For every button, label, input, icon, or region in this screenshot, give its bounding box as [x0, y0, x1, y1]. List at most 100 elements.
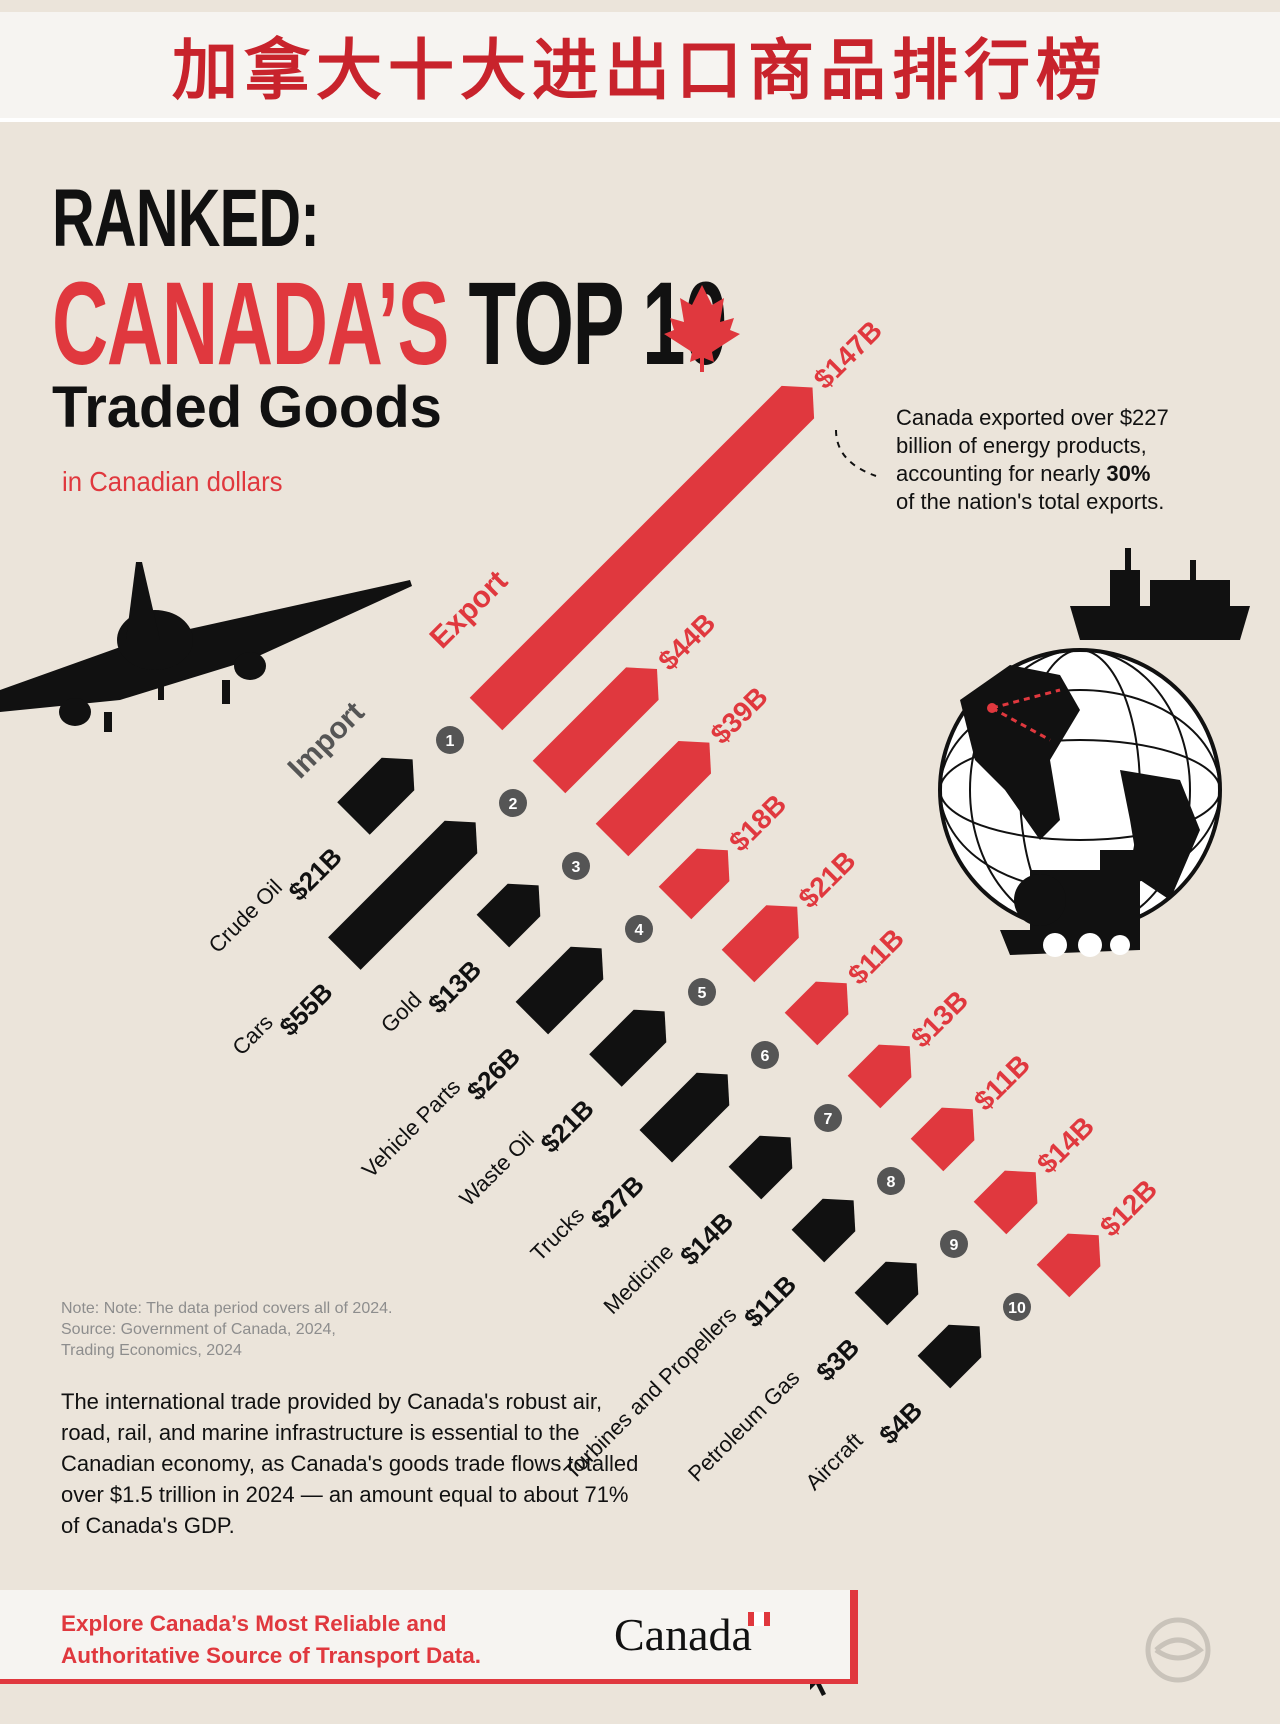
airplane-icon [0, 562, 412, 732]
export-value-label: $13B [905, 984, 974, 1053]
note-line3: Trading Economics, 2024 [61, 1342, 242, 1359]
export-bar [910, 1107, 975, 1172]
category-label: Gold [376, 987, 427, 1038]
category-label: Medicine [598, 1239, 678, 1319]
import-value-label: $55B [273, 977, 338, 1042]
rank-badge [436, 726, 464, 754]
energy-note: Canada exported over $227 billion of ene… [896, 404, 1226, 516]
heading-traded-goods: Traded Goods [52, 375, 442, 440]
import-bar [515, 946, 604, 1035]
export-value-label: $44B [652, 607, 721, 676]
import-value-label: $21B [535, 1094, 600, 1159]
energy-note-line3a: accounting for nearly [896, 461, 1107, 486]
rank-badge [688, 978, 716, 1006]
import-value-label: $13B [422, 954, 487, 1019]
export-value-label: $14B [1031, 1110, 1100, 1179]
import-bar [917, 1324, 982, 1389]
export-value-label: $18B [723, 788, 792, 857]
export-bar [469, 385, 815, 731]
cta-text[interactable]: Explore Canada’s Most Reliable and Autho… [61, 1611, 482, 1668]
import-bar [337, 757, 415, 835]
note-line1: Note: Note: The data period covers all o… [61, 1300, 393, 1317]
import-value-label: $27B [585, 1169, 650, 1234]
train-icon [1000, 850, 1140, 957]
banner: 加拿大十大进出口商品排行榜 [0, 12, 1280, 122]
category-label: Aircraft [800, 1428, 867, 1495]
export-bar [973, 1170, 1038, 1235]
import-value-label: $4B [873, 1395, 928, 1450]
rank-badge [499, 789, 527, 817]
rank-badge [1003, 1293, 1031, 1321]
rank-badge [625, 915, 653, 943]
cargo-ship-icon [1070, 548, 1250, 640]
heading-canadas: CANADA’S [52, 258, 450, 390]
rank-number: 6 [761, 1048, 770, 1065]
rank-number: 5 [698, 985, 707, 1002]
import-value-label: $3B [810, 1332, 865, 1387]
category-label: Petroleum Gas [683, 1365, 804, 1486]
rank-badge [877, 1167, 905, 1195]
energy-note-line1: Canada exported over $227 [896, 405, 1169, 430]
banner-title: 加拿大十大进出口商品排行榜 [172, 32, 1108, 109]
export-value-label: $147B [808, 315, 888, 395]
energy-note-line2: billion of energy products, [896, 433, 1147, 458]
import-bar [854, 1261, 919, 1326]
canada-wordmark: Canada [614, 1609, 752, 1660]
import-value-label: $11B [738, 1269, 802, 1333]
rank-badge [562, 852, 590, 880]
export-value-label: $12B [1094, 1173, 1163, 1242]
energy-note-line4: of the nation's total exports. [896, 489, 1165, 514]
export-value-label: $39B [705, 681, 774, 750]
watermark-logo-icon [1145, 1617, 1211, 1683]
rank-number: 3 [572, 859, 581, 876]
energy-note-percent: 30% [1106, 461, 1151, 486]
canada-flag-icon [748, 1612, 770, 1626]
import-bar [589, 1009, 667, 1087]
currency-subtitle: in Canadian dollars [62, 466, 283, 497]
import-bar [476, 883, 541, 948]
export-bar [721, 905, 799, 983]
category-label: Trucks [525, 1202, 589, 1266]
export-value-label: $11B [968, 1048, 1036, 1116]
rank-number: 9 [950, 1237, 959, 1254]
export-value-label: $21B [792, 845, 861, 914]
rank-number: 2 [509, 796, 518, 813]
rank-number: 8 [887, 1174, 896, 1191]
note-line2: Source: Government of Canada, 2024, [61, 1321, 336, 1338]
category-label: Crude Oil [204, 874, 287, 957]
export-bar [847, 1044, 912, 1109]
export-bar [1036, 1233, 1101, 1298]
callout-line [835, 429, 877, 477]
rank-badge [940, 1230, 968, 1258]
ranked-heading: RANKED: [52, 173, 320, 264]
import-bar [639, 1072, 730, 1163]
category-label: Cars [227, 1010, 278, 1061]
source-note: Note: Note: The data period covers all o… [61, 1298, 481, 1361]
export-bar [532, 667, 659, 794]
rank-number: 4 [635, 922, 644, 939]
cta-banner[interactable]: Explore Canada’s Most Reliable and Autho… [0, 1590, 858, 1684]
rank-number: 10 [1008, 1300, 1026, 1317]
category-label: Waste Oil [455, 1126, 540, 1211]
import-value-label: $21B [283, 842, 348, 907]
export-value-label: $11B [842, 922, 910, 990]
rank-number: 1 [446, 733, 455, 750]
rank-number: 7 [824, 1111, 833, 1128]
import-bar [791, 1198, 856, 1263]
import-value-label: $26B [461, 1041, 526, 1106]
export-legend-label: Export [424, 564, 515, 655]
export-bar [658, 848, 730, 920]
export-bar [784, 981, 849, 1046]
rank-badge [751, 1041, 779, 1069]
import-bar [328, 820, 478, 970]
maple-leaf-icon [664, 285, 740, 372]
body-paragraph: The international trade provided by Cana… [61, 1389, 639, 1538]
rank-badge [814, 1104, 842, 1132]
category-label: Vehicle Parts [357, 1074, 465, 1182]
import-legend-label: Import [282, 696, 371, 785]
import-bar [728, 1135, 793, 1200]
export-bar [595, 741, 711, 857]
import-value-label: $14B [674, 1206, 739, 1271]
